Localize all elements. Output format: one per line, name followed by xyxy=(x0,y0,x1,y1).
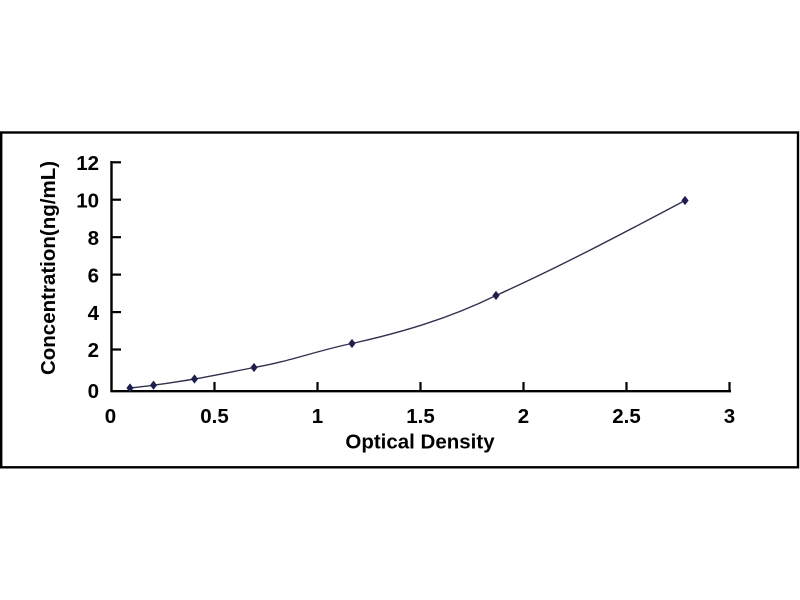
svg-text:6: 6 xyxy=(88,264,99,287)
svg-text:4: 4 xyxy=(88,302,100,325)
svg-text:2: 2 xyxy=(518,405,529,428)
svg-text:Optical Density: Optical Density xyxy=(345,431,495,454)
svg-text:Concentration(ng/mL): Concentration(ng/mL) xyxy=(37,161,60,375)
svg-text:0: 0 xyxy=(88,380,99,403)
svg-text:0.5: 0.5 xyxy=(200,405,229,428)
svg-text:1: 1 xyxy=(312,405,323,428)
svg-text:10: 10 xyxy=(76,189,99,212)
svg-text:8: 8 xyxy=(88,227,99,250)
svg-text:3: 3 xyxy=(724,405,735,428)
svg-text:1.5: 1.5 xyxy=(406,405,435,428)
svg-text:2.5: 2.5 xyxy=(612,405,641,428)
svg-text:12: 12 xyxy=(76,152,99,175)
svg-text:2: 2 xyxy=(88,339,99,362)
svg-text:0: 0 xyxy=(105,405,116,428)
